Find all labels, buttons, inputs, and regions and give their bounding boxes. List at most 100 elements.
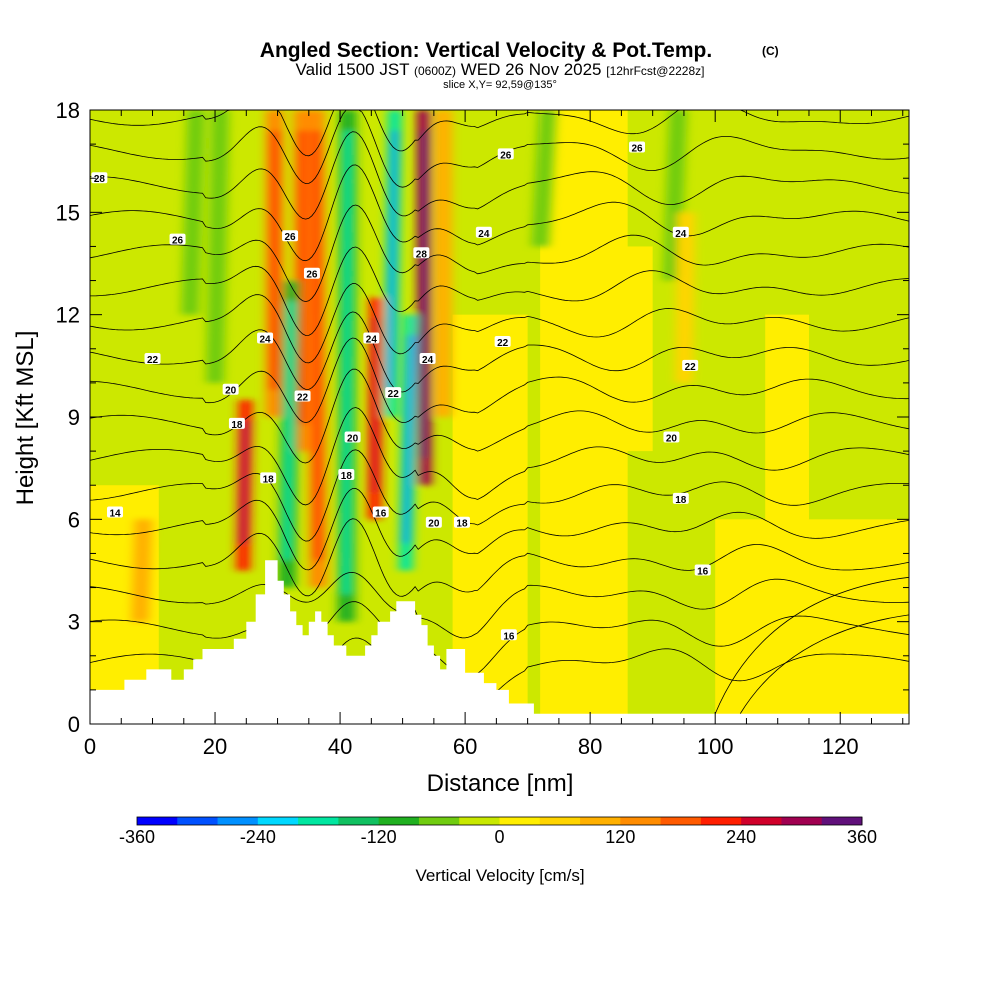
colorbar-swatch	[418, 817, 460, 825]
colorbar-tick-label: -120	[361, 827, 397, 847]
velocity-streak-core	[371, 318, 380, 493]
theta-contour-line	[90, 131, 909, 220]
contour-label: 14	[107, 506, 124, 520]
subtitle-forecast: [12hrFcst@2228z]	[606, 64, 704, 78]
contour-label: 22	[385, 387, 402, 400]
svg-text:24: 24	[259, 335, 271, 346]
colorbar-swatch	[620, 817, 662, 825]
velocity-streak-core	[240, 420, 249, 544]
svg-text:26: 26	[631, 144, 643, 155]
svg-text:24: 24	[675, 229, 687, 240]
contour-label: 18	[338, 468, 355, 482]
velocity-streak-core	[342, 130, 352, 595]
colorbar-swatch	[700, 817, 742, 825]
colorbar-swatch	[580, 817, 621, 825]
colorbar-title: Vertical Velocity [cm/s]	[415, 866, 584, 885]
svg-text:18: 18	[231, 420, 243, 431]
velocity-streak-core	[298, 130, 307, 424]
subtitle-valid: Valid 1500 JST	[296, 60, 414, 79]
colorbar-swatch	[539, 817, 581, 825]
theta-contour-line	[90, 449, 909, 542]
svg-text:20: 20	[428, 519, 440, 530]
colorbar-tick-label: -360	[119, 827, 155, 847]
chart-subtitle: Valid 1500 JST (0600Z) WED 26 Nov 2025 […	[296, 60, 705, 79]
theta-contour-line	[90, 487, 909, 571]
velocity-streak-core	[420, 130, 428, 458]
velocity-band	[765, 314, 809, 554]
x-tick-label: 0	[84, 734, 96, 759]
svg-text:24: 24	[422, 355, 434, 366]
velocity-streaks	[131, 110, 696, 622]
contour-label: 16	[694, 564, 711, 578]
velocity-streak-core	[386, 130, 398, 390]
svg-text:22: 22	[147, 355, 159, 366]
contour-label: 28	[413, 247, 430, 260]
contour-label: 26	[497, 148, 514, 161]
y-tick-label: 0	[68, 712, 80, 737]
contour-label: 28	[91, 172, 108, 185]
svg-text:26: 26	[172, 236, 184, 247]
svg-text:16: 16	[375, 509, 387, 520]
contour-label: 24	[672, 226, 689, 240]
x-tick-label: 100	[697, 734, 734, 759]
colorbar-swatch	[298, 817, 339, 825]
velocity-streak	[206, 110, 230, 383]
contour-label: 22	[294, 390, 311, 404]
colorbar-swatch	[459, 817, 500, 825]
contour-label: 16	[500, 629, 517, 642]
contour-label: 24	[475, 226, 492, 240]
colorbar-swatch	[217, 817, 259, 825]
svg-text:28: 28	[416, 249, 428, 260]
contour-label: 18	[453, 516, 470, 530]
y-tick-label: 9	[68, 405, 80, 430]
contour-label: 20	[663, 431, 680, 444]
contour-label: 26	[169, 233, 186, 247]
y-tick-label: 3	[68, 610, 80, 635]
svg-text:20: 20	[347, 433, 359, 444]
contour-label: 16	[372, 506, 389, 520]
colorbar-swatch	[378, 817, 420, 825]
theta-contour-line	[90, 571, 909, 639]
svg-text:22: 22	[388, 389, 400, 400]
contour-label: 22	[682, 359, 699, 373]
contour-labels: 28 26 26 26 28 26 24 26 24 24 24 24 22 22 22 20 22 22 18 20…	[91, 141, 711, 642]
colorbar-swatch	[177, 817, 219, 825]
colorbar-tick-label: -240	[240, 827, 276, 847]
contour-label: 20	[222, 383, 239, 397]
contour-label: 18	[672, 492, 689, 506]
svg-text:22: 22	[297, 393, 309, 404]
velocity-streak-core	[270, 130, 279, 390]
colorbar-swatch	[821, 817, 863, 825]
svg-text:26: 26	[284, 232, 296, 243]
svg-text:16: 16	[503, 631, 515, 642]
colorbar-swatch	[660, 817, 702, 825]
contour-label: 26	[629, 141, 646, 155]
contour-label: 26	[282, 230, 299, 243]
theta-contour-line	[90, 407, 909, 506]
svg-text:18: 18	[341, 471, 353, 482]
y-tick-label: 15	[56, 200, 80, 225]
y-tick-label: 18	[56, 98, 80, 123]
svg-text:18: 18	[675, 495, 687, 506]
colorbar: -360 -240 -120 0 120 240 360	[119, 816, 877, 847]
svg-text:14: 14	[109, 509, 121, 520]
chart-title: Angled Section: Vertical Velocity & Pot.…	[260, 39, 712, 62]
theta-contour-line	[90, 283, 909, 364]
subtitle-date: WED 26 Nov 2025	[456, 60, 606, 79]
colorbar-tick-label: 0	[494, 827, 504, 847]
colorbar-tick-label: 120	[605, 827, 635, 847]
svg-text:26: 26	[500, 150, 512, 161]
svg-text:20: 20	[225, 386, 237, 397]
colorbar-tick-label: 240	[726, 827, 756, 847]
colorbar-swatch	[257, 817, 299, 825]
svg-text:28: 28	[94, 174, 106, 185]
theta-contour-line	[90, 164, 909, 262]
theta-contour-line	[90, 368, 909, 464]
plot-area: 28 26 26 26 28 26 24 26 24 24 24 24 22 22 22 20 22 22 18 20…	[90, 110, 909, 724]
theta-contour-line	[739, 614, 909, 714]
terrain	[90, 560, 909, 724]
x-tick-label: 20	[203, 734, 227, 759]
colorbar-swatch	[137, 817, 178, 825]
contour-label: 24	[419, 353, 436, 366]
